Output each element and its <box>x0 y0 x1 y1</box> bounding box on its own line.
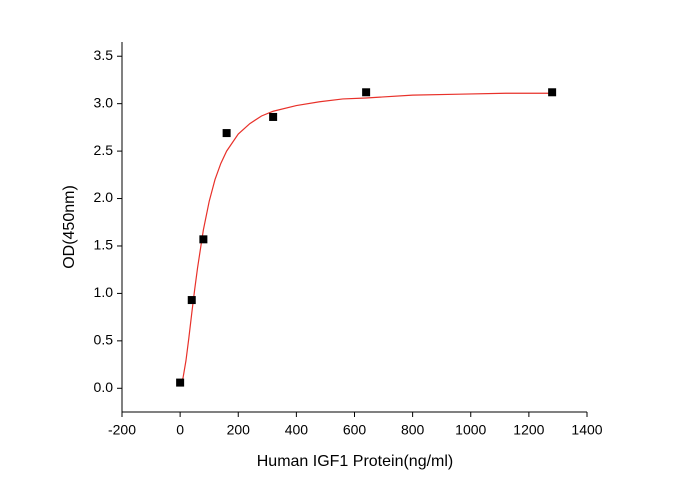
y-tick-label: 2.0 <box>94 189 114 205</box>
x-tick-label: 600 <box>343 422 367 438</box>
y-tick-label: 1.5 <box>94 237 114 253</box>
point <box>269 112 278 121</box>
point <box>199 235 208 244</box>
x-tick-label: 800 <box>401 422 425 438</box>
x-tick-label: 1200 <box>513 422 544 438</box>
y-tick-label: 0.5 <box>94 332 114 348</box>
x-tick-label: 1000 <box>455 422 486 438</box>
y-tick-label: 2.5 <box>94 142 114 158</box>
x-tick-label: 1400 <box>571 422 602 438</box>
x-tick-label: 200 <box>227 422 251 438</box>
point <box>362 88 371 97</box>
point <box>222 129 231 138</box>
point <box>187 296 196 305</box>
y-tick-label: 3.5 <box>94 47 114 63</box>
y-axis-label: OD(450nm) <box>61 185 78 269</box>
y-tick-label: 1.0 <box>94 284 114 300</box>
x-tick-label: -200 <box>108 422 136 438</box>
x-tick-label: 400 <box>285 422 309 438</box>
point <box>548 88 557 97</box>
x-axis-label: Human IGF1 Protein(ng/ml) <box>257 453 454 470</box>
y-tick-label: 3.0 <box>94 94 114 110</box>
fit-curve <box>179 92 553 386</box>
x-tick-label: 0 <box>176 422 184 438</box>
y-tick-label: 0.0 <box>94 379 114 395</box>
point <box>176 378 185 387</box>
